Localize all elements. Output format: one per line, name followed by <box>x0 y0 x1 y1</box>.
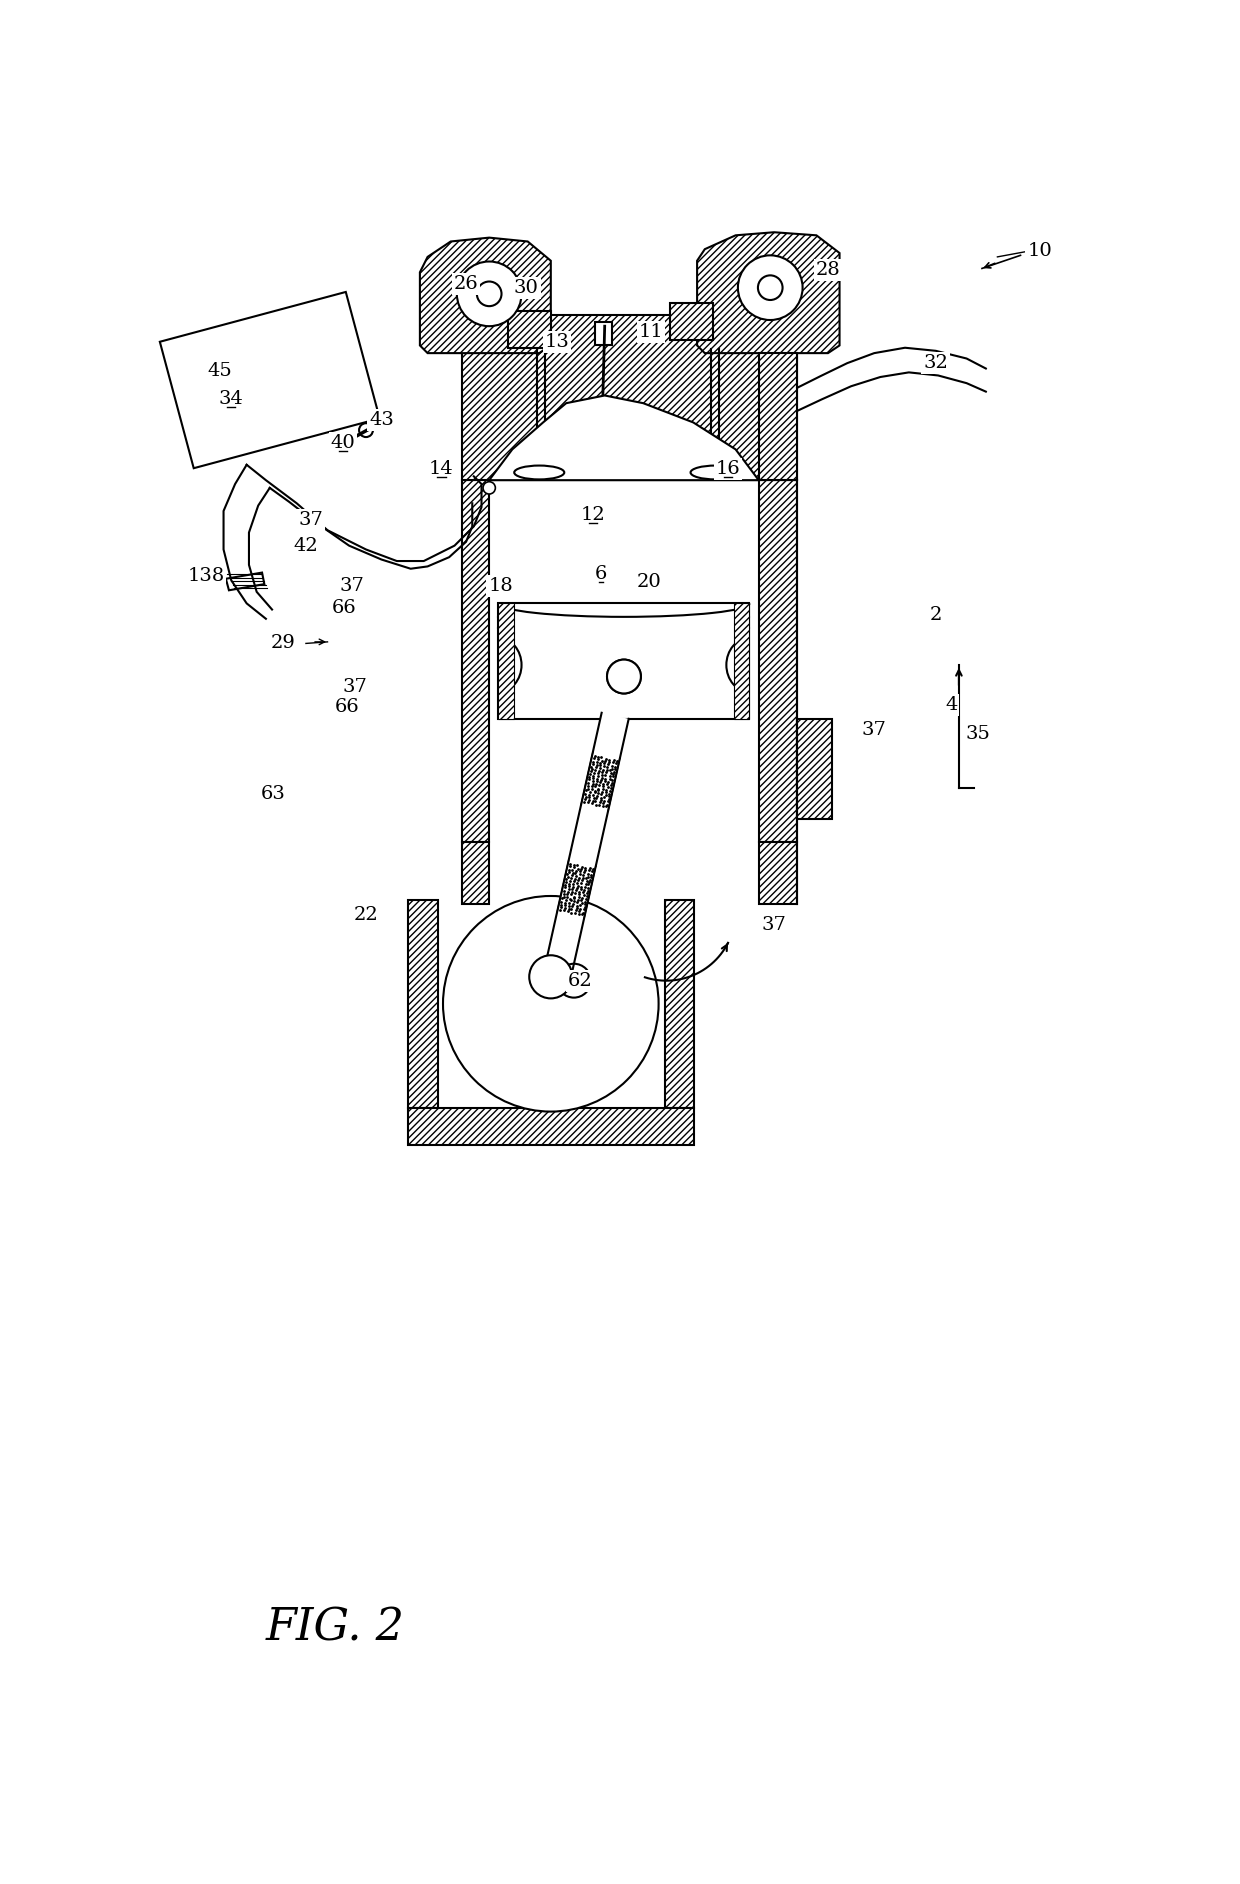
Text: 12: 12 <box>580 505 605 524</box>
Text: 43: 43 <box>370 411 394 430</box>
Polygon shape <box>734 603 749 720</box>
Bar <box>797 720 832 820</box>
Bar <box>463 842 490 904</box>
Polygon shape <box>498 603 749 720</box>
Bar <box>508 311 551 349</box>
Text: 18: 18 <box>489 577 513 595</box>
Text: 63: 63 <box>262 786 286 803</box>
Bar <box>463 480 490 842</box>
Text: 26: 26 <box>454 275 479 292</box>
Text: 42: 42 <box>294 537 319 554</box>
Text: 34: 34 <box>218 390 244 409</box>
Text: 37: 37 <box>298 511 322 529</box>
Circle shape <box>477 281 501 307</box>
Bar <box>408 1108 694 1145</box>
Circle shape <box>758 275 782 300</box>
Text: 66: 66 <box>332 599 357 616</box>
Bar <box>759 842 797 904</box>
Text: 10: 10 <box>1028 241 1052 260</box>
Circle shape <box>360 424 373 437</box>
Bar <box>759 352 797 480</box>
Polygon shape <box>498 603 513 720</box>
Circle shape <box>610 663 637 690</box>
Text: 66: 66 <box>335 699 360 716</box>
Text: 30: 30 <box>513 279 538 296</box>
Polygon shape <box>160 292 379 469</box>
Bar <box>408 901 438 1108</box>
Bar <box>595 322 613 345</box>
Polygon shape <box>697 232 839 352</box>
Circle shape <box>608 659 641 693</box>
Ellipse shape <box>691 465 740 479</box>
Bar <box>759 480 797 842</box>
Circle shape <box>443 897 658 1112</box>
Circle shape <box>608 659 641 693</box>
Bar <box>670 303 713 339</box>
Text: 35: 35 <box>966 725 991 744</box>
Text: 20: 20 <box>637 573 662 592</box>
Text: 29: 29 <box>270 635 295 652</box>
Text: 45: 45 <box>207 362 232 381</box>
Text: 37: 37 <box>342 678 367 695</box>
Circle shape <box>456 262 522 326</box>
Text: 62: 62 <box>568 972 593 989</box>
Text: 16: 16 <box>715 460 740 479</box>
Text: 37: 37 <box>862 722 887 739</box>
Polygon shape <box>420 237 551 352</box>
Text: 14: 14 <box>429 460 454 479</box>
Circle shape <box>738 256 802 320</box>
Text: 37: 37 <box>340 577 365 595</box>
Text: 37: 37 <box>761 916 786 934</box>
Circle shape <box>484 482 495 494</box>
Text: 32: 32 <box>924 354 949 373</box>
Bar <box>463 315 797 480</box>
Polygon shape <box>490 396 759 480</box>
Text: 6: 6 <box>595 565 608 584</box>
Circle shape <box>529 955 573 999</box>
Circle shape <box>557 965 590 999</box>
Text: 13: 13 <box>544 333 569 350</box>
Text: FIG. 2: FIG. 2 <box>265 1605 404 1648</box>
Bar <box>665 901 694 1108</box>
Text: 138: 138 <box>187 567 224 586</box>
Text: 22: 22 <box>353 906 378 925</box>
Text: 40: 40 <box>331 433 356 452</box>
Text: 28: 28 <box>816 262 841 279</box>
Text: 2: 2 <box>930 607 942 624</box>
Text: 11: 11 <box>639 324 663 341</box>
Ellipse shape <box>515 465 564 479</box>
Text: 4: 4 <box>945 695 957 714</box>
Polygon shape <box>226 573 264 590</box>
Polygon shape <box>543 712 629 982</box>
